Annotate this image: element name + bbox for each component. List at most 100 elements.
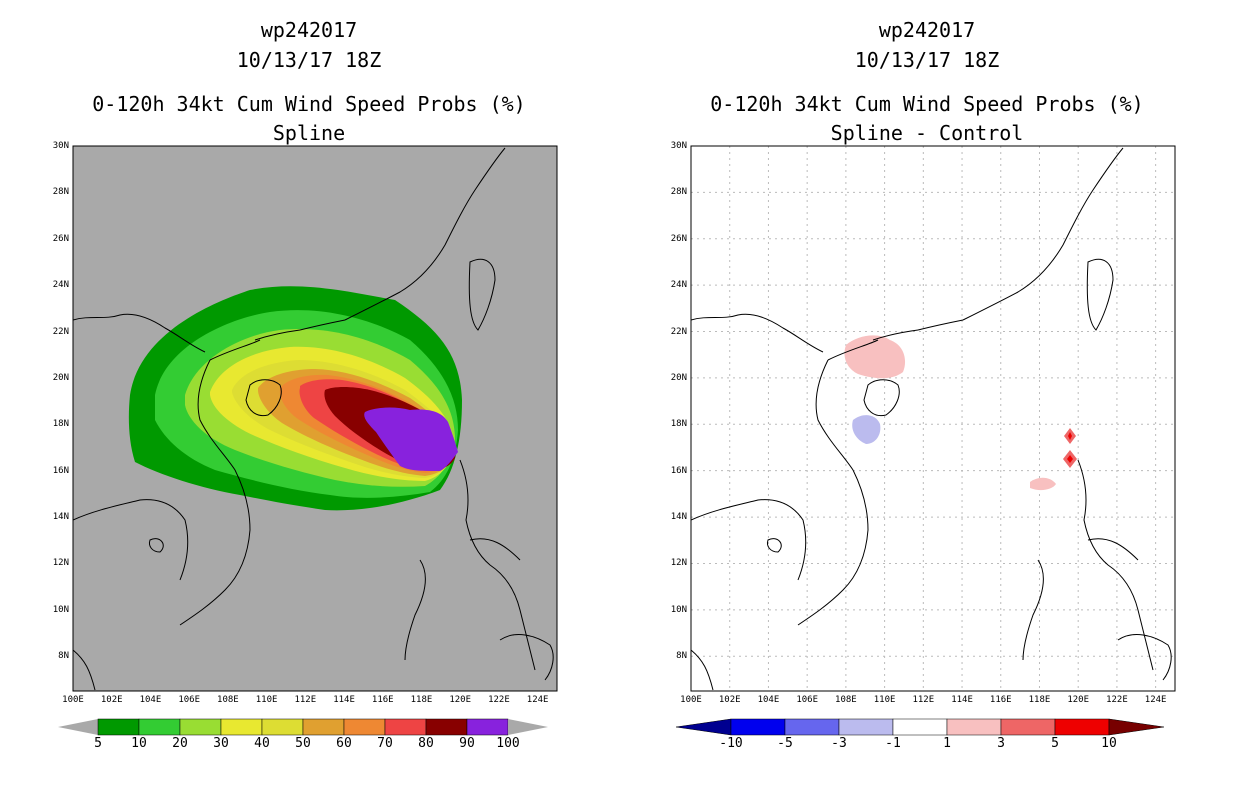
lon-tick-label: 100E — [62, 695, 84, 705]
lon-tick-label: 124E — [526, 695, 549, 705]
taiwan-outline — [468, 258, 496, 331]
lon-tick-label: 102E — [718, 695, 741, 705]
lat-tick-label: 20N — [52, 372, 69, 383]
colorbar-label: 100 — [496, 736, 520, 751]
colorbar-swatch — [838, 718, 894, 736]
colorbar-swatch — [261, 718, 304, 736]
colorbar-swatch — [425, 718, 468, 736]
lon-tick-label: 108E — [835, 695, 857, 705]
lon-tick-label: 120E — [1067, 695, 1090, 705]
hainan-outline — [863, 379, 900, 417]
lat-tick-label: 28N — [670, 187, 687, 198]
map-spline — [58, 145, 558, 736]
lat-tick-label: 26N — [52, 233, 69, 244]
colorbar-label: -3 — [831, 736, 847, 751]
hainan-outline — [245, 379, 282, 417]
colorbar-arrow-high — [1108, 718, 1165, 736]
colorbar-swatch — [466, 718, 509, 736]
lon-tick-label: 104E — [757, 695, 780, 705]
diff-negative-area — [852, 415, 881, 444]
lat-tick-label: 18N — [52, 419, 69, 430]
colorbar-label: 80 — [418, 736, 434, 751]
colorbar-label: 50 — [295, 736, 311, 751]
lon-tick-label: 116E — [371, 695, 394, 705]
map-spline-control — [675, 145, 1176, 736]
colorbar-swatch — [1054, 718, 1110, 736]
colorbar-swatch — [730, 718, 786, 736]
panel-spline-control: wp242017 10/13/17 18Z 0-120h 34kt Cum Wi… — [618, 0, 1236, 800]
coastline — [691, 147, 1172, 691]
lat-tick-label: 24N — [52, 280, 69, 291]
lon-tick-label: 110E — [873, 695, 896, 705]
lon-tick-label: 108E — [217, 695, 239, 705]
lat-tick-label: 30N — [670, 141, 687, 151]
colorbar-swatch — [302, 718, 345, 736]
colorbar-swatch — [343, 718, 386, 736]
lat-tick-label: 10N — [52, 604, 69, 615]
diff-positive-area-strong — [1067, 455, 1073, 463]
diff-positive-area — [1030, 477, 1056, 491]
colorbar-label: -1 — [885, 736, 901, 751]
lat-tick-label: 16N — [670, 465, 687, 476]
lon-tick-label: 112E — [912, 695, 935, 705]
colorbar — [675, 718, 1165, 736]
colorbar-label: 10 — [131, 736, 147, 751]
lat-tick-label: 12N — [52, 558, 69, 569]
colorbar-label: 30 — [213, 736, 229, 751]
lat-tick-label: 18N — [670, 419, 687, 430]
lat-tick-label: 8N — [676, 651, 687, 662]
lon-tick-label: 112E — [294, 695, 317, 705]
method-title: Spline - Control — [830, 121, 1024, 145]
date-title: 10/13/17 18Z — [236, 48, 382, 72]
lon-tick-label: 100E — [680, 695, 702, 705]
colorbar — [58, 718, 548, 736]
date-title: 10/13/17 18Z — [854, 48, 1000, 72]
lat-tick-label: 14N — [670, 512, 687, 523]
colorbar-label: 5 — [1051, 736, 1059, 751]
lat-tick-label: 22N — [670, 326, 687, 337]
lon-tick-label: 114E — [333, 695, 355, 705]
colorbar-label: 90 — [459, 736, 475, 751]
lat-tick-label: 28N — [52, 187, 69, 198]
lat-tick-label: 20N — [670, 372, 687, 383]
colorbar-label: 3 — [997, 736, 1005, 751]
map-frame — [72, 145, 558, 692]
colorbar-swatch — [1000, 718, 1056, 736]
colorbar-swatch — [946, 718, 1002, 736]
prob-contour-90 — [364, 407, 458, 471]
colorbar-arrow-low — [675, 718, 732, 736]
storm-id-title: wp242017 — [260, 18, 358, 42]
lon-tick-label: 102E — [100, 695, 123, 705]
panel-spline: wp242017 10/13/17 18Z 0-120h 34kt Cum Wi… — [52, 18, 558, 751]
colorbar-label: 20 — [172, 736, 188, 751]
colorbar-swatch — [97, 718, 140, 736]
colorbar-label: 70 — [377, 736, 393, 751]
lat-tick-label: 16N — [52, 465, 69, 476]
lat-tick-label: 26N — [670, 233, 687, 244]
lon-tick-label: 122E — [1106, 695, 1128, 705]
diff-positive-area-strong — [1068, 432, 1072, 440]
colorbar-label: -10 — [719, 736, 743, 751]
taiwan-outline — [1086, 258, 1114, 331]
lon-tick-label: 110E — [255, 695, 278, 705]
product-title: 0-120h 34kt Cum Wind Speed Probs (%) — [710, 92, 1144, 116]
lon-tick-label: 106E — [178, 695, 200, 705]
lon-tick-label: 124E — [1144, 695, 1167, 705]
colorbar-swatch — [220, 718, 263, 736]
method-title: Spline — [272, 121, 346, 145]
lon-tick-label: 118E — [410, 695, 433, 705]
colorbar-swatch — [784, 718, 840, 736]
gridlines — [691, 146, 1175, 691]
colorbar-arrow-high — [508, 719, 548, 735]
lat-tick-label: 30N — [52, 141, 69, 151]
lat-tick-label: 8N — [58, 651, 69, 662]
colorbar-swatch — [179, 718, 222, 736]
colorbar-label: 1 — [943, 736, 951, 751]
lon-tick-label: 120E — [449, 695, 472, 705]
colorbar-swatch — [138, 718, 181, 736]
lon-tick-label: 106E — [796, 695, 818, 705]
lat-tick-label: 14N — [52, 512, 69, 523]
lon-tick-label: 118E — [1028, 695, 1051, 705]
colorbar-label: -5 — [777, 736, 793, 751]
map-background — [691, 146, 1175, 691]
